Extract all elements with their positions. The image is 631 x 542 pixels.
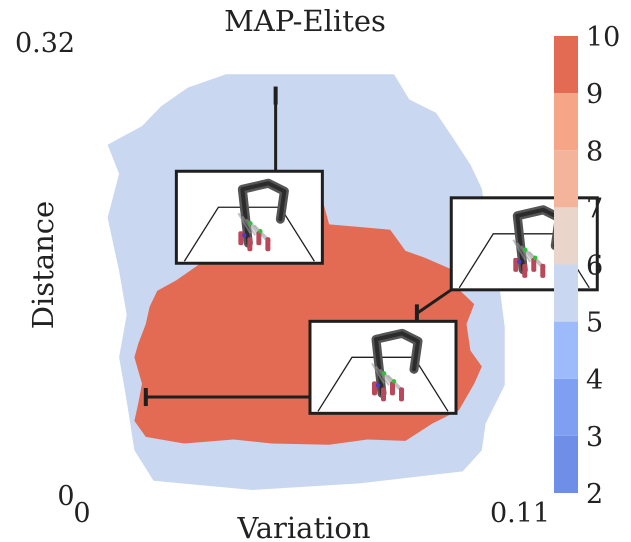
colorbar-tick-label: 8 [586, 136, 603, 167]
colorbar-tick-label: 7 [586, 193, 603, 224]
annotation-top-marker [273, 86, 278, 105]
annotation-lower-robot-illustration [317, 328, 449, 412]
x-tick-label-max: 0.11 [490, 498, 550, 529]
colorbar-tick-label: 6 [586, 251, 603, 282]
annotation-top-robot-illustration [183, 178, 315, 262]
x-axis-label: Variation [236, 511, 370, 542]
colorbar-band-5 [554, 150, 578, 208]
annotation-lower-marker [143, 388, 148, 407]
colorbar-tick-label: 4 [586, 365, 603, 396]
colorbar-tick-label: 5 [586, 308, 603, 339]
colorbar-band-6 [554, 93, 578, 151]
annotation-right-marker [414, 304, 419, 323]
x-tick-label-min: 0 [73, 498, 90, 529]
colorbar-band-2 [554, 321, 578, 379]
annotation-right-leader [416, 288, 453, 315]
y-tick-label-min: 0 [57, 481, 74, 512]
y-tick-label-max: 0.32 [15, 28, 75, 59]
colorbar-tick-label: 10 [586, 22, 620, 53]
y-axis-label: Distance [26, 201, 60, 329]
annotation-lower [143, 319, 458, 415]
colorbar-tick-label: 9 [586, 79, 603, 110]
colorbar-band-4 [554, 207, 578, 265]
colorbar-tick-label: 2 [586, 479, 603, 510]
colorbar-band-3 [554, 264, 578, 322]
colorbar-band-0 [554, 435, 578, 493]
chart-title: MAP-Elites [224, 4, 386, 38]
colorbar-band-7 [554, 36, 578, 94]
colorbar-band-1 [554, 378, 578, 436]
annotation-top [174, 86, 324, 265]
colorbar-tick-label: 3 [586, 422, 603, 453]
